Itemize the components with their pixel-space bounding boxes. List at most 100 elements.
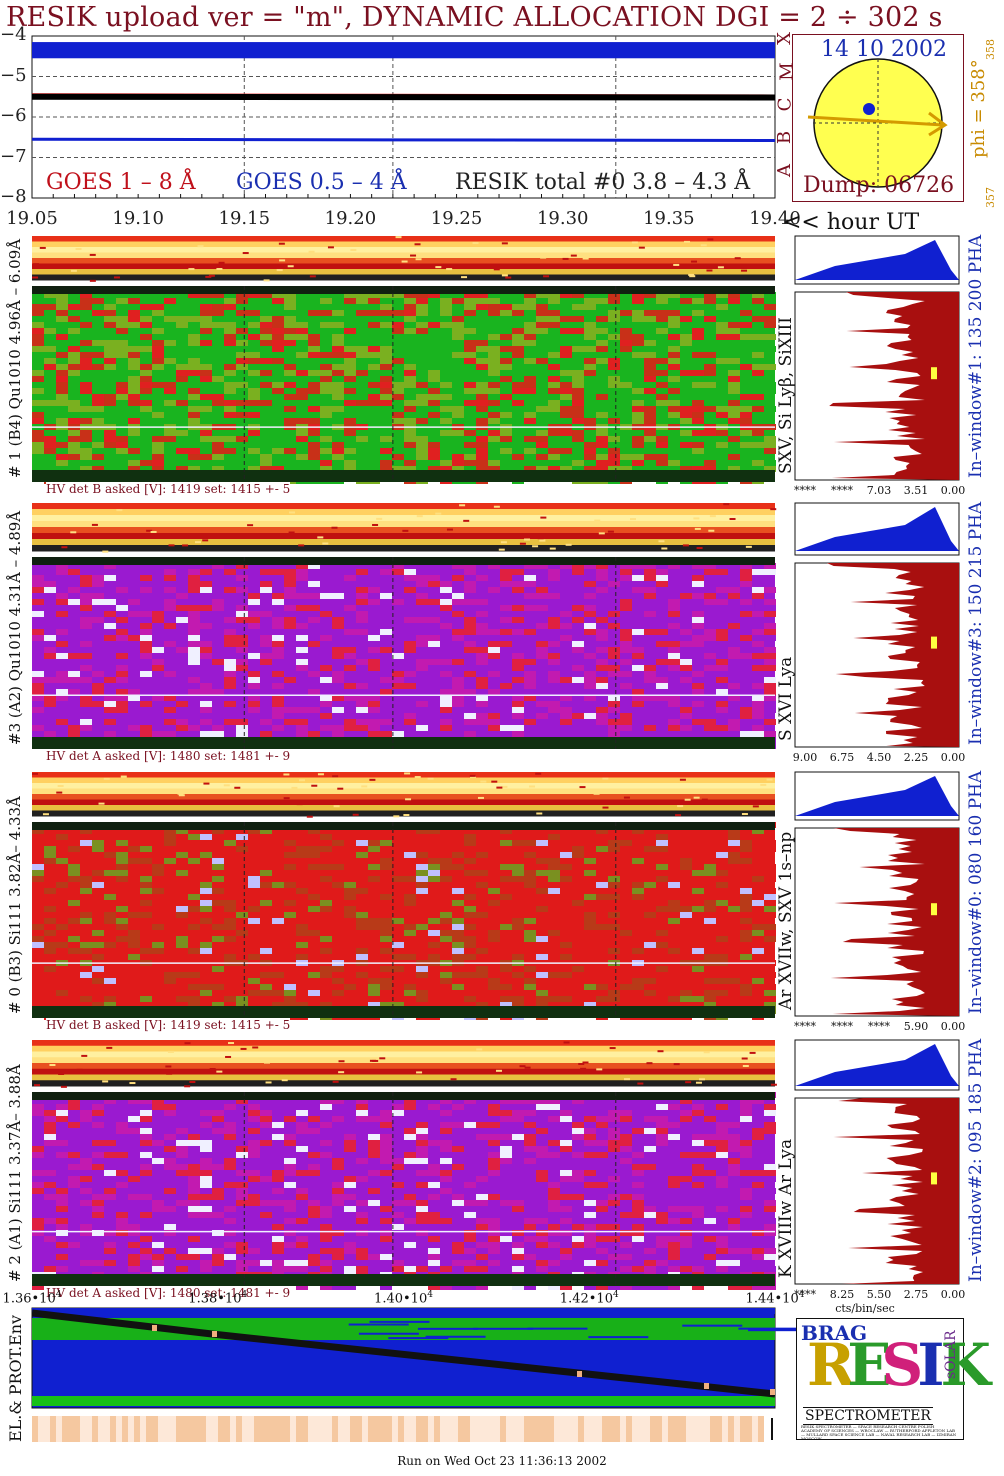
- time-tick: 19.15: [218, 208, 271, 229]
- panel-3-pha-histogram: [794, 1097, 960, 1285]
- panel-1-pha-tick: 4.50: [866, 751, 892, 764]
- env-x-tick: 1.38•104: [188, 1290, 248, 1307]
- panel-0-pha-tick: 0.00: [940, 484, 966, 497]
- env-x-tick: 1.36•104: [2, 1290, 62, 1307]
- time-tick: 19.30: [536, 208, 589, 229]
- panel-0-window-label: In–window#1: 135 200 PHA: [966, 234, 986, 478]
- panel-0-hv: HV det B asked [V]: 1419 set: 1415 +- 5: [46, 482, 291, 496]
- panel-0-pha-tick: 3.51: [903, 484, 929, 497]
- panel-3-pha-tick: 0.00: [940, 1288, 966, 1301]
- env-x-tick-exp: 4: [55, 1290, 62, 1300]
- panel-1-window-label: In–window#3: 150 215 PHA: [966, 501, 986, 745]
- env-x-tick-exp: 4: [798, 1290, 805, 1300]
- panel-0-spectrogram: [32, 286, 776, 484]
- phi-label: phi = 358°: [968, 59, 989, 158]
- legend-resik-total: RESIK total #0 3.8 – 4.3 Å: [455, 170, 751, 195]
- resik-logo: BRAG RESIK sOLAR SPECTROMETER RESIK SPEC…: [796, 1318, 991, 1440]
- goes-high-band: [32, 42, 775, 59]
- panel-2-pha-tick: ****: [868, 1020, 890, 1033]
- panel-3-pha-tick: 2.75: [903, 1288, 929, 1301]
- logo-caption: SPECTROMETER: [803, 1407, 933, 1425]
- panel-0-ylabel: # 1 (B4) Qu1010 4.96Å – 6.09Å: [6, 238, 24, 478]
- panel-2-pha-blue: [794, 771, 960, 821]
- panel-2-hv: HV det B asked [V]: 1419 set: 1415 +- 5: [46, 1018, 291, 1032]
- env-x-tick-exp: 4: [612, 1290, 619, 1300]
- goes-y-tick: −4: [0, 24, 27, 45]
- goes-y-tick: −7: [0, 145, 27, 167]
- logo-letter-s: S: [881, 1331, 924, 1399]
- goes-plot: [31, 35, 776, 199]
- env-ylabel: EL.& PROT.Env: [6, 1314, 25, 1442]
- panel-3-pha-tick: 5.50: [866, 1288, 892, 1301]
- env-x-tick: 1.40•104: [374, 1290, 433, 1307]
- time-tick: 19.40: [749, 208, 801, 229]
- panel-1-hv: HV det A asked [V]: 1480 set: 1481 +- 9: [46, 749, 291, 763]
- panel-0-pha-tick: ****: [794, 484, 816, 497]
- panel-2-spectrogram: [32, 822, 776, 1020]
- panel-0-pha-tick: ****: [831, 484, 853, 497]
- logo-solar: sOLAR: [943, 1330, 959, 1379]
- pha-unit: cts/bin/sec: [835, 1302, 895, 1315]
- panel-3-strip: [32, 1040, 777, 1088]
- panel-2-pha-tick: 5.90: [903, 1020, 929, 1033]
- panel-1-spectrogram: [32, 557, 776, 749]
- panel-3-ylabel: # 2 (A1) Si111 3.37Å– 3.88Å: [6, 1064, 24, 1282]
- goes-series-1: [31, 137, 776, 142]
- panel-3-pha-tick: ****: [794, 1288, 816, 1301]
- phi-top: 358: [984, 39, 997, 60]
- panel-3-window-label: In–window#2: 095 185 PHA: [966, 1038, 986, 1282]
- panel-2-pha-tick: ****: [831, 1020, 853, 1033]
- panel-2-pha-histogram: [794, 827, 960, 1017]
- env-plot: [31, 1307, 809, 1409]
- page-title: RESIK upload ver = "m", DYNAMIC ALLOCATI…: [6, 2, 943, 33]
- logo-brag: BRAG: [801, 1321, 868, 1345]
- logo-letter-i: I: [917, 1331, 945, 1399]
- phi-bottom: 357: [984, 187, 997, 208]
- time-unit-label: << hour UT: [783, 210, 920, 235]
- panel-0-strip: [32, 236, 775, 282]
- goes-y-tick: −6: [0, 105, 27, 126]
- run-footer: Run on Wed Oct 23 11:36:13 2002: [397, 1454, 607, 1468]
- panel-1-pha-histogram: [794, 562, 960, 748]
- legend-goes-1-8: GOES 1 – 8 Å: [46, 170, 196, 195]
- legend-goes-05-4: GOES 0.5 – 4 Å: [236, 170, 407, 195]
- panel-1-ylabel: #3 (A2) Qu1010 4.31Å – 4.89Å: [6, 510, 24, 745]
- panel-0-pha-tick: 7.03: [866, 484, 892, 497]
- panel-1-pha-tick: 2.25: [903, 751, 929, 764]
- time-tick: 19.25: [430, 208, 483, 229]
- panel-2-window-label: In–window#0: 080 160 PHA: [966, 770, 986, 1014]
- panel-1-pha-blue: [794, 502, 960, 556]
- time-tick: 19.05: [6, 208, 58, 229]
- panel-1-pha-tick: 6.75: [829, 751, 855, 764]
- time-tick: 19.35: [643, 208, 695, 229]
- panel-2-strip: [32, 772, 775, 818]
- panel-3-line-label: K XVIIIw Ar Lya: [776, 1138, 796, 1278]
- panel-3-spectrogram: [32, 1092, 776, 1290]
- logo-letter-e: E: [847, 1331, 892, 1399]
- env-x-tick: 1.42•104: [559, 1290, 619, 1307]
- logo-fine-print: RESIK SPECTROMETER — SPACE RESEARCH CENT…: [801, 1425, 957, 1439]
- logo-letters: RESIK: [807, 1335, 991, 1395]
- panel-3-hv: HV det A asked [V]: 1480 set: 1481 +- 9: [46, 1286, 291, 1300]
- goes-series-2: [31, 93, 776, 101]
- panel-1-line-label: S XVI Lya: [776, 656, 796, 741]
- env-x-tick-exp: 4: [241, 1290, 248, 1300]
- panel-3-pha-tick: 8.25: [829, 1288, 855, 1301]
- goes-y-tick: −8: [0, 186, 27, 207]
- logo-letter-r: R: [807, 1331, 856, 1399]
- panel-1-pha-tick: 0.00: [940, 751, 966, 764]
- dump-label: Dump: 06726: [803, 173, 955, 198]
- sun-frame: 14 10 2002 Dump: 06726: [792, 34, 964, 202]
- env-strip: [32, 1416, 773, 1442]
- panel-0-pha-histogram: [794, 291, 960, 481]
- panel-2-pha-tick: ****: [794, 1020, 816, 1033]
- panel-2-line-label: Ar XVIIw, SXV 1s–np: [776, 831, 796, 1010]
- goes-y-tick: −5: [0, 64, 27, 86]
- panel-1-strip: [32, 503, 777, 553]
- env-x-tick: 1.44•104: [745, 1290, 805, 1307]
- panel-0-pha-blue: [794, 235, 960, 285]
- time-tick: 19.20: [324, 208, 377, 229]
- logo-letter-k: K: [940, 1331, 991, 1399]
- sun-date: 14 10 2002: [821, 37, 947, 62]
- panel-3-pha-blue: [794, 1039, 960, 1091]
